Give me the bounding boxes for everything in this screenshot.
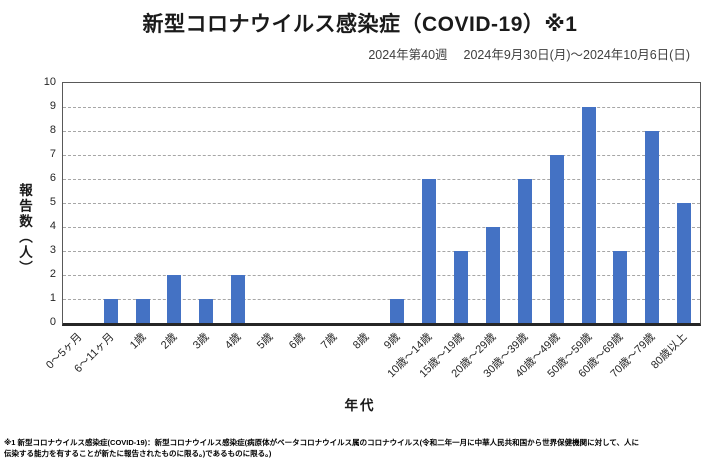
bar-4歳 [231,275,246,323]
y-tick-4: 4 [49,220,56,232]
y-tick-8: 8 [49,124,56,136]
y-tick-5: 5 [49,196,56,208]
bar-2歳 [167,275,182,323]
y-tick-9: 9 [49,100,56,112]
footnote-line-2: 伝染する能力を有することが新たに報告されたものに限る。)であるものに限る。) [4,449,272,458]
y-tick-7: 7 [49,148,56,160]
bar-1歳 [135,299,150,323]
footnote: ※1 新型コロナウイルス感染症(COVID-19)：新型コロナウイルス感染症(病… [4,437,718,459]
bar-10歳～14歳 [422,179,437,323]
gridline-7 [63,155,700,156]
footnote-line-1: ※1 新型コロナウイルス感染症(COVID-19)：新型コロナウイルス感染症(病… [4,438,640,447]
gridline-4 [63,227,700,228]
chart-title: 新型コロナウイルス感染症（COVID-19）※1 [142,13,578,36]
bar-40歳～49歳 [549,155,564,323]
y-tick-3: 3 [49,244,56,256]
gridline-5 [63,203,700,204]
bar-70歳～79歳 [645,131,660,323]
bar-30歳～39歳 [517,179,532,323]
bar-3歳 [199,299,214,323]
bar-80歳以上 [677,203,692,323]
bar-9歳 [390,299,405,323]
y-tick-6: 6 [49,172,56,184]
gridline-8 [63,131,700,132]
chart-subtitle: 2024年第40週 2024年9月30日(月)～2024年10月6日(日) [368,48,690,62]
y-axis-title: 報告数（人） [17,183,32,276]
gridline-6 [63,179,700,180]
bar-50歳～59歳 [581,107,596,323]
y-tick-0: 0 [49,316,56,328]
bar-15歳～19歳 [454,251,469,323]
gridline-2 [63,275,700,276]
plot-area [62,82,701,326]
gridline-3 [63,251,700,252]
y-tick-10: 10 [43,76,56,88]
gridline-1 [63,299,700,300]
bar-20歳～29歳 [485,227,500,323]
bar-60歳～69歳 [613,251,628,323]
bar-6～11ヶ月 [103,299,118,323]
y-tick-1: 1 [49,292,56,304]
gridline-9 [63,107,700,108]
y-tick-2: 2 [49,268,56,280]
x-axis-title: 年代 [344,398,376,413]
